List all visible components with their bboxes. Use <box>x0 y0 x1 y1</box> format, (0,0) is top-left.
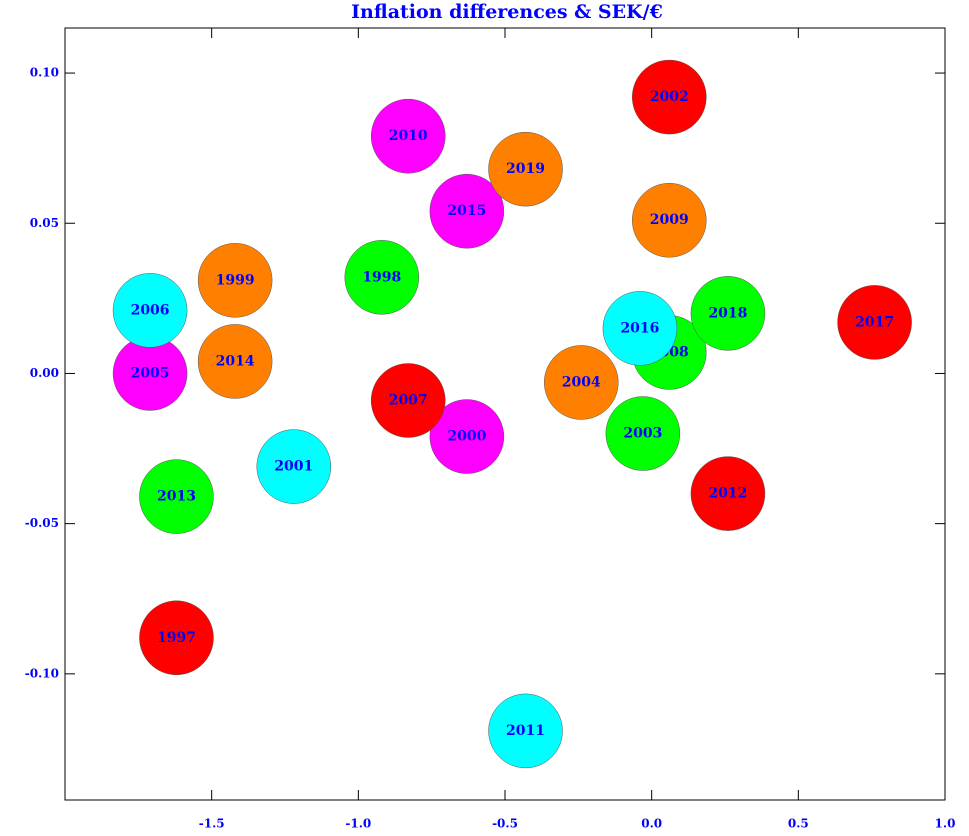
x-tick-label: -0.5 <box>492 817 518 831</box>
point-label: 2014 <box>216 353 255 369</box>
point <box>344 240 420 315</box>
y-tick-label: 0.00 <box>30 366 59 380</box>
x-tick-label: 1.0 <box>935 817 956 831</box>
point-label: 1999 <box>216 272 255 288</box>
point <box>429 173 505 249</box>
point-label: 2010 <box>389 128 428 144</box>
point <box>544 345 619 420</box>
point-label: 2001 <box>274 459 313 475</box>
point-label: 2007 <box>389 392 428 408</box>
point <box>690 456 766 531</box>
point-label: 2011 <box>506 723 545 739</box>
point <box>370 98 446 174</box>
point <box>488 131 563 207</box>
point-label: 2019 <box>506 161 545 177</box>
x-tick-label: -1.5 <box>199 817 225 831</box>
point <box>370 363 446 438</box>
point <box>488 693 563 769</box>
chart-title: Inflation differences & SEK/€ <box>351 1 663 23</box>
x-tick-label: 0.5 <box>788 817 809 831</box>
point <box>197 324 273 399</box>
point-label: 2016 <box>620 320 659 336</box>
point <box>112 273 188 348</box>
point-label: 2005 <box>131 365 170 381</box>
point <box>602 291 678 366</box>
y-tick-label: -0.05 <box>25 516 59 530</box>
point-label: 2017 <box>855 314 894 330</box>
point <box>429 399 505 474</box>
point <box>256 429 332 504</box>
point-label: 2002 <box>650 89 689 105</box>
point-label: 1998 <box>362 269 401 285</box>
point-label: 2015 <box>447 203 486 219</box>
point <box>139 459 214 534</box>
y-tick-label: 0.10 <box>30 66 59 80</box>
point <box>690 276 766 351</box>
point <box>837 285 912 360</box>
point-label: 2009 <box>650 212 689 228</box>
point-label: 2000 <box>447 429 486 445</box>
y-tick-label: -0.10 <box>25 666 59 680</box>
x-tick-label: 0.0 <box>641 817 662 831</box>
point <box>632 182 707 258</box>
point-label: 2012 <box>708 486 747 502</box>
point <box>632 59 707 135</box>
point-label: 2003 <box>623 426 662 442</box>
point-label: 2006 <box>131 302 170 318</box>
point-label: 1997 <box>157 630 196 646</box>
point-label: 2013 <box>157 489 196 505</box>
point-label: 2018 <box>708 305 747 321</box>
point <box>197 243 273 318</box>
point-label: 2004 <box>562 374 601 390</box>
y-tick-label: 0.05 <box>30 216 59 230</box>
point <box>605 396 681 471</box>
x-tick-label: -1.0 <box>345 817 371 831</box>
point <box>139 600 214 676</box>
